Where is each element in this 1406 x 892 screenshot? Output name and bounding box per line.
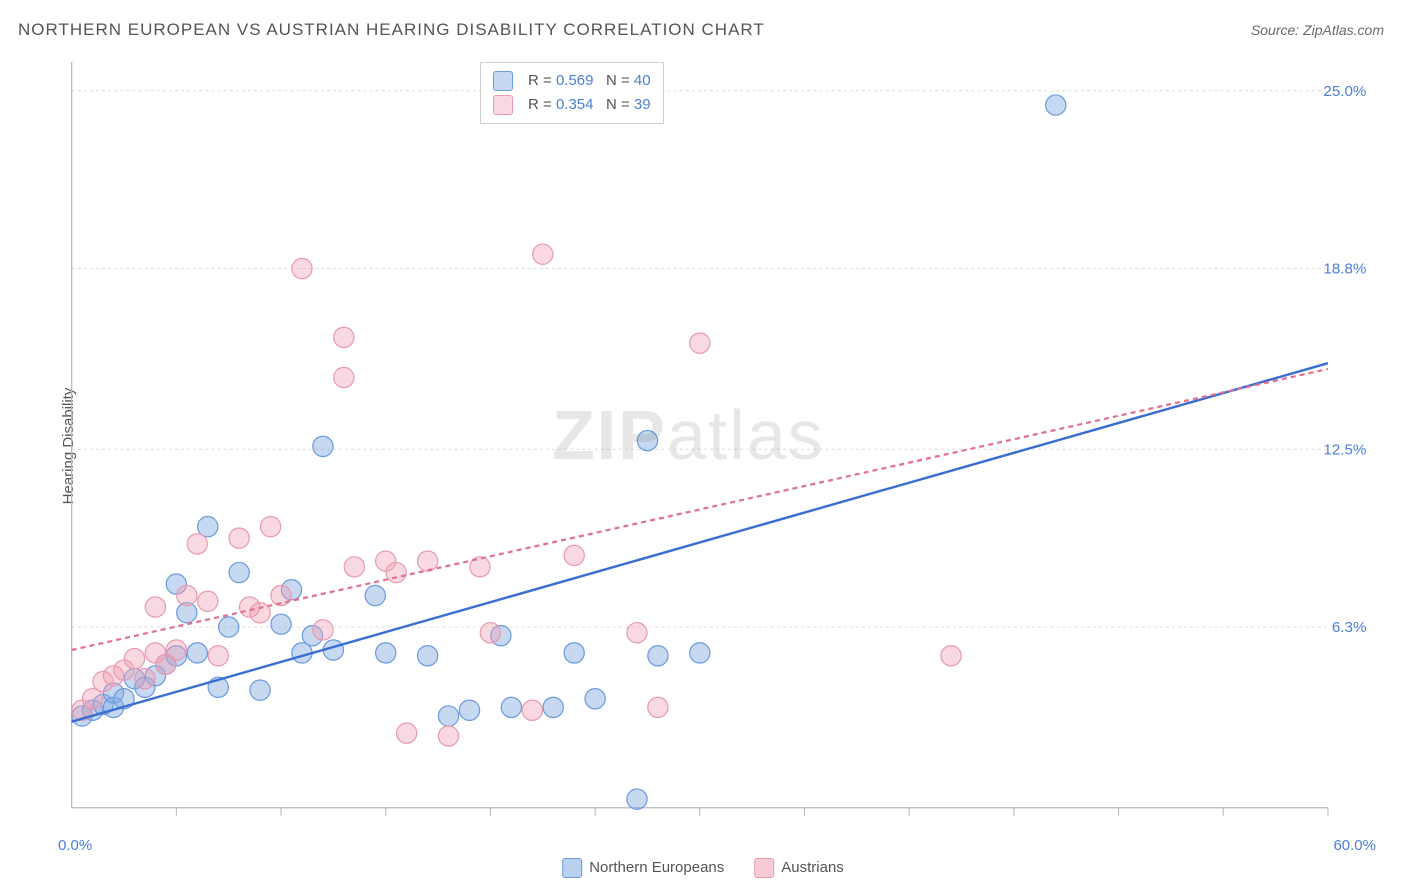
svg-text:25.0%: 25.0% bbox=[1323, 83, 1366, 100]
legend-swatch bbox=[562, 858, 582, 878]
stats-text: R = 0.569 N = 40 bbox=[528, 69, 651, 93]
legend-swatch bbox=[493, 95, 513, 115]
svg-text:18.8%: 18.8% bbox=[1323, 261, 1366, 278]
legend-swatch bbox=[493, 71, 513, 91]
stats-legend-row: R = 0.354 N = 39 bbox=[493, 93, 651, 117]
legend-item: Northern Europeans bbox=[562, 858, 724, 878]
stats-text: R = 0.354 N = 39 bbox=[528, 93, 651, 117]
legend-label: Northern Europeans bbox=[589, 859, 724, 876]
legend-label: Austrians bbox=[781, 859, 844, 876]
svg-text:6.3%: 6.3% bbox=[1332, 619, 1367, 636]
scatter-chart: 6.3% 12.5% 18.8% 25.0% bbox=[50, 58, 1380, 828]
chart-title: NORTHERN EUROPEAN VS AUSTRIAN HEARING DI… bbox=[18, 20, 765, 40]
plot-area: 6.3%12.5%18.8%25.0% ZIPatlas bbox=[50, 58, 1380, 828]
stats-legend-row: R = 0.569 N = 40 bbox=[493, 69, 651, 93]
source-label: Source: ZipAtlas.com bbox=[1251, 22, 1384, 38]
x-axis-start-label: 0.0% bbox=[58, 837, 92, 854]
x-axis-end-label: 60.0% bbox=[1333, 837, 1376, 854]
series-legend: Northern Europeans Austrians bbox=[562, 858, 844, 878]
stats-legend: R = 0.569 N = 40R = 0.354 N = 39 bbox=[480, 62, 664, 124]
svg-text:12.5%: 12.5% bbox=[1323, 441, 1366, 458]
legend-item: Austrians bbox=[754, 858, 844, 878]
legend-swatch bbox=[754, 858, 774, 878]
